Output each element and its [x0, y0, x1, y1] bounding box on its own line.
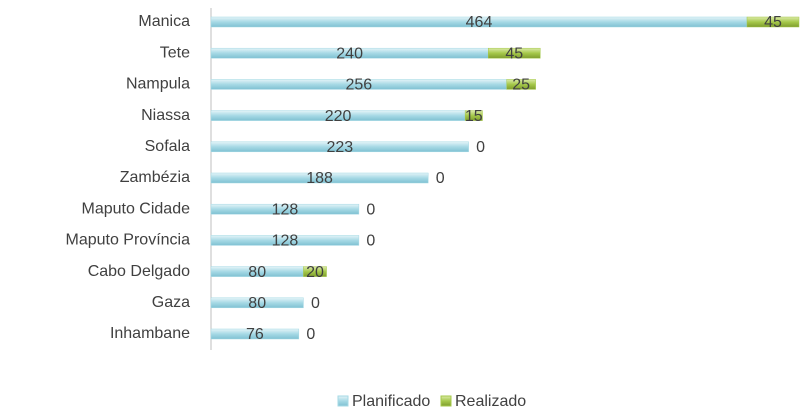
y-tick-label: Inhambane: [110, 325, 190, 342]
data-label: 0: [476, 139, 485, 156]
data-label: 464: [466, 14, 493, 31]
bar-segment: [487, 47, 541, 59]
y-tick-label: Maputo Cidade: [81, 200, 190, 217]
data-label: 128: [272, 233, 299, 250]
bar-segment: [506, 79, 536, 90]
data-label: 0: [436, 170, 445, 187]
legend-label: Realizado: [455, 393, 526, 410]
data-label: 45: [505, 45, 523, 62]
data-label: 256: [346, 77, 373, 94]
data-label: 188: [306, 170, 333, 187]
y-tick-label: Manica: [138, 13, 190, 30]
data-label: 80: [248, 295, 266, 312]
data-label: 0: [306, 326, 315, 343]
data-label: 223: [326, 139, 353, 156]
data-label: 240: [336, 45, 363, 62]
y-tick-label: Niassa: [141, 107, 190, 124]
y-tick-label: Maputo Província: [65, 232, 190, 249]
data-label: 0: [311, 295, 320, 312]
data-label: 25: [512, 77, 530, 94]
bar-segment: [210, 297, 304, 309]
bar-segment: [746, 16, 800, 28]
y-tick-label: Nampula: [126, 76, 190, 93]
data-label: 76: [246, 326, 264, 343]
bar-segment: [210, 328, 300, 340]
data-label: 15: [465, 108, 483, 125]
bar-segment: [210, 172, 429, 184]
bar-segment: [210, 203, 360, 215]
legend-label: Planificado: [352, 393, 430, 410]
bar-segment: [210, 141, 469, 153]
bar-segment: [210, 235, 360, 246]
y-tick-label: Cabo Delgado: [88, 263, 190, 280]
data-label: 0: [366, 233, 375, 250]
legend-swatch: [337, 395, 349, 407]
y-tick-label: Zambézia: [120, 169, 190, 186]
bar-segment: [464, 110, 483, 121]
y-tick-label: Tete: [160, 44, 190, 61]
legend-swatch: [440, 395, 452, 407]
data-label: 0: [366, 201, 375, 218]
data-label: 80: [248, 264, 266, 281]
data-label: 20: [306, 264, 324, 281]
bar-segment: [303, 266, 327, 277]
y-tick-label: Sofala: [145, 138, 190, 155]
data-label: 45: [764, 14, 782, 31]
y-tick-label: Gaza: [152, 294, 190, 311]
data-label: 220: [325, 108, 352, 125]
data-label: 128: [272, 201, 299, 218]
